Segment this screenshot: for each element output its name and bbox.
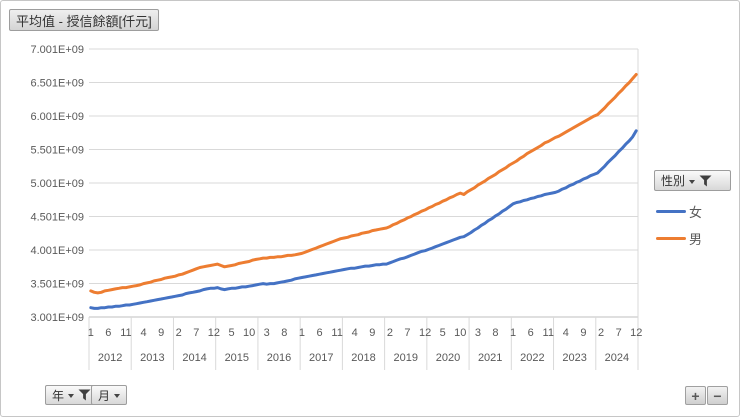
x-month-label: 4 — [352, 327, 358, 339]
x-month-label: 11 — [331, 327, 342, 339]
x-month-label: 11 — [543, 327, 554, 339]
chart-title: 平均值 - 授信餘額[仟元] — [16, 13, 152, 29]
legend-label-female: 女 — [689, 205, 703, 220]
year-field-label: 年 — [52, 388, 65, 403]
x-month-label: 8 — [281, 327, 287, 339]
x-month-label: 6 — [528, 327, 534, 339]
chevron-down-icon — [68, 394, 75, 398]
x-month-label: 12 — [208, 327, 220, 339]
x-month-label: 12 — [419, 327, 431, 339]
x-year-label: 2015 — [225, 352, 249, 364]
legend-field-button-gender[interactable]: 性別 — [654, 170, 731, 191]
x-year-label: 2012 — [98, 352, 122, 364]
y-axis-label: 4.501E+09 — [30, 212, 84, 224]
x-month-label: 1 — [510, 327, 516, 339]
filter-icon — [699, 175, 712, 187]
legend-item-female[interactable]: 女 — [656, 202, 702, 221]
y-axis-label: 5.001E+09 — [30, 178, 84, 190]
x-month-label: 10 — [454, 327, 466, 339]
series-line-male[interactable] — [89, 73, 638, 295]
x-month-label: 7 — [193, 327, 199, 339]
x-month-label: 3 — [264, 327, 270, 339]
x-year-label: 2020 — [436, 352, 460, 364]
x-month-label: 8 — [492, 327, 498, 339]
y-axis-label: 3.001E+09 — [30, 312, 84, 324]
x-year-label: 2022 — [520, 352, 544, 364]
x-month-label: 9 — [369, 327, 375, 339]
x-month-label: 5 — [440, 327, 446, 339]
y-axis-label: 4.001E+09 — [30, 245, 84, 257]
x-year-label: 2019 — [393, 352, 417, 364]
x-year-label: 2014 — [182, 352, 206, 364]
chevron-down-icon — [689, 179, 696, 184]
x-year-label: 2023 — [562, 352, 586, 364]
x-month-label: 1 — [88, 327, 94, 339]
expand-field-button[interactable]: + — [685, 386, 706, 405]
x-month-label: 9 — [580, 327, 586, 339]
x-month-label: 12 — [630, 327, 642, 339]
month-field-label: 月 — [98, 388, 111, 403]
x-month-label: 7 — [404, 327, 410, 339]
x-month-label: 9 — [158, 327, 164, 339]
x-month-label: 4 — [563, 327, 569, 339]
y-axis-label: 3.501E+09 — [30, 279, 84, 291]
x-month-label: 2 — [598, 327, 604, 339]
y-axis-label: 7.001E+09 — [30, 44, 84, 56]
x-year-label: 2017 — [309, 352, 333, 364]
legend-label-male: 男 — [689, 232, 703, 247]
legend-item-male[interactable]: 男 — [656, 229, 702, 248]
x-month-label: 1 — [299, 327, 305, 339]
x-year-label: 2016 — [267, 352, 291, 364]
filter-icon — [78, 389, 91, 401]
line-chart: 3.001E+09 3.501E+09 4.001E+09 4.501E+09 5.00… — [30, 44, 642, 370]
chevron-down-icon — [114, 394, 121, 398]
x-month-label: 6 — [105, 327, 111, 339]
legend-swatch-male — [656, 237, 686, 240]
y-axis-label: 5.501E+09 — [30, 145, 84, 157]
collapse-field-button[interactable]: − — [707, 386, 728, 405]
x-year-label: 2024 — [605, 352, 629, 364]
x-month-label: 5 — [228, 327, 234, 339]
x-month-label: 4 — [140, 327, 146, 339]
x-month-label: 6 — [316, 327, 322, 339]
x-month-label: 2 — [387, 327, 393, 339]
x-month-label: 7 — [616, 327, 622, 339]
x-year-label: 2021 — [478, 352, 502, 364]
x-month-label: 2 — [176, 327, 182, 339]
x-month-label: 3 — [475, 327, 481, 339]
x-month-label: 10 — [243, 327, 255, 339]
x-year-label: 2018 — [351, 352, 375, 364]
legend-field-label: 性別 — [661, 174, 686, 188]
x-month-label: 11 — [120, 327, 131, 339]
axis-field-button-month[interactable]: 月 — [91, 385, 128, 405]
x-year-label: 2013 — [140, 352, 164, 364]
y-axis-label: 6.501E+09 — [30, 78, 84, 90]
y-axis-label: 6.001E+09 — [30, 111, 84, 123]
series-line-female[interactable] — [89, 129, 638, 310]
legend-swatch-female — [656, 210, 686, 213]
value-field-button[interactable]: 平均值 - 授信餘額[仟元] — [9, 9, 159, 31]
